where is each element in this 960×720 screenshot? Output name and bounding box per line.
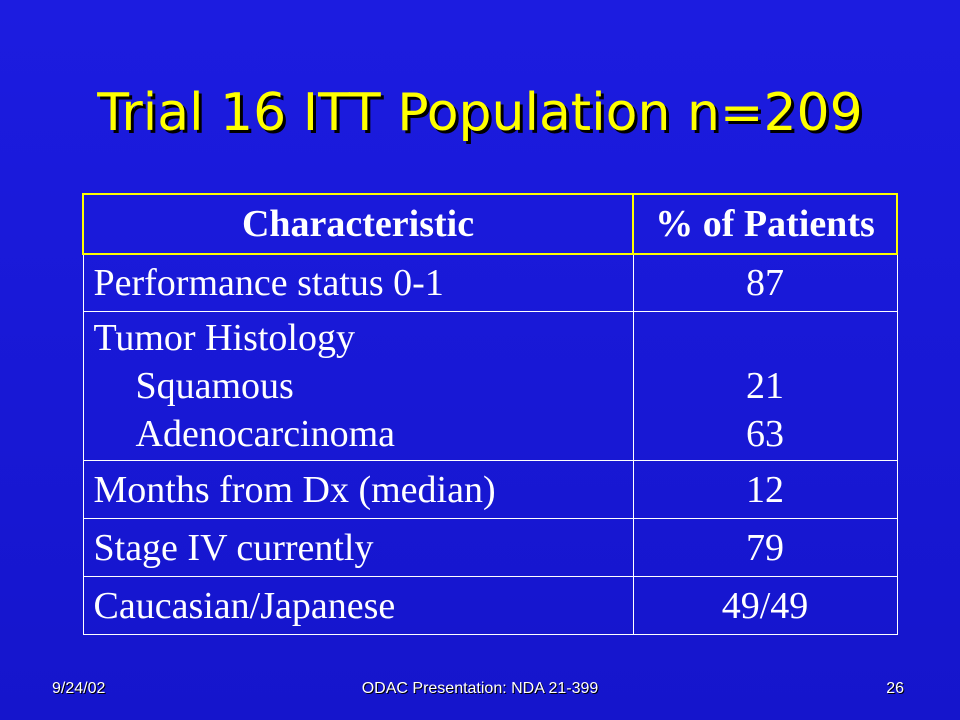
row-label: Stage IV currently	[82, 518, 634, 577]
row-value: 49/49	[632, 576, 898, 635]
footer-page-number: 26	[886, 680, 904, 697]
header-percent-patients: % of Patients	[632, 193, 898, 255]
row-value: 87	[632, 253, 898, 312]
characteristics-table: Characteristic % of Patients Performance…	[82, 193, 898, 635]
table-row: Performance status 0-1 87	[82, 253, 898, 312]
row-sublabel: Adenocarcinoma	[135, 413, 396, 455]
table-row: Tumor Histology Squamous Adenocarcinoma …	[82, 311, 898, 461]
row-value: 21	[746, 365, 784, 407]
table-header-row: Characteristic % of Patients	[82, 193, 898, 255]
row-sublabel: Squamous	[135, 365, 294, 407]
footer-date: 9/24/02	[52, 680, 106, 697]
header-characteristic: Characteristic	[82, 193, 634, 255]
row-value: 79	[632, 518, 898, 577]
row-label-group: Tumor Histology Squamous Adenocarcinoma	[82, 311, 634, 461]
slide-title: Trial 16 ITT Population n=209	[97, 83, 863, 143]
row-label: Caucasian/Japanese	[82, 576, 634, 635]
row-label: Months from Dx (median)	[82, 460, 634, 519]
table-row: Caucasian/Japanese 49/49	[82, 576, 898, 635]
table-row: Stage IV currently 79	[82, 518, 898, 577]
table-row: Months from Dx (median) 12	[82, 460, 898, 519]
row-value: 12	[632, 460, 898, 519]
row-value-group: 21 63	[632, 311, 898, 461]
row-label: Tumor Histology	[93, 317, 356, 359]
footer-presentation-title: ODAC Presentation: NDA 21-399	[361, 680, 599, 697]
row-label: Performance status 0-1	[82, 253, 634, 312]
row-value: 63	[746, 413, 784, 455]
row-value	[644, 314, 887, 362]
